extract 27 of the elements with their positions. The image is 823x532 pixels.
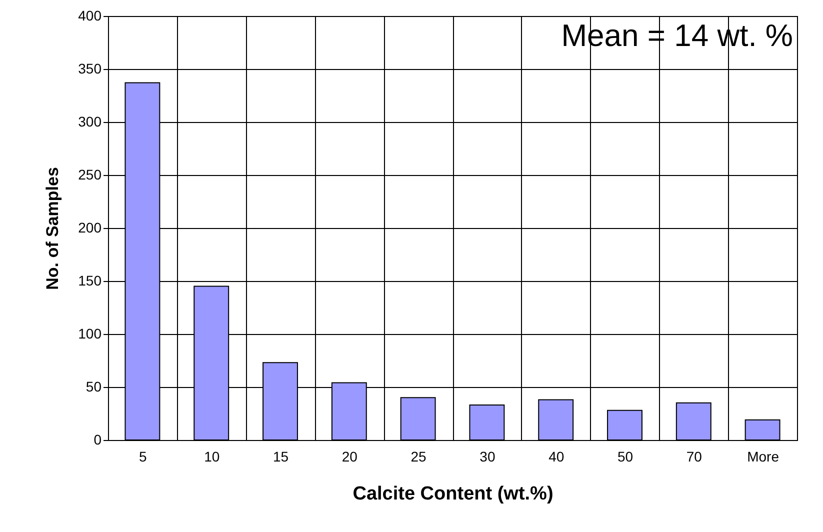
x-tick-label: 40 <box>548 448 564 464</box>
y-tick-label: 0 <box>94 432 102 448</box>
y-tick-label: 350 <box>78 60 102 76</box>
bar <box>676 402 712 440</box>
x-tick-label: 30 <box>480 448 496 464</box>
y-tick-label: 150 <box>78 272 102 288</box>
x-tick-label: 20 <box>342 448 358 464</box>
y-tick-label: 250 <box>78 166 102 182</box>
bar <box>607 410 642 440</box>
bar <box>538 399 574 440</box>
x-tick-label: 10 <box>204 448 220 464</box>
x-tick-label: 50 <box>617 448 634 464</box>
y-tick-label: 200 <box>78 220 102 236</box>
bar <box>744 419 780 440</box>
y-tick-label: 300 <box>78 114 102 130</box>
x-tick-label: 5 <box>139 448 148 464</box>
bar <box>400 397 436 440</box>
bar <box>469 404 505 440</box>
x-tick-label: 15 <box>272 448 289 464</box>
y-tick-label: 50 <box>86 378 102 394</box>
x-axis-title: Calcite Content (wt.%) <box>352 484 554 504</box>
x-tick-label: More <box>747 448 780 464</box>
x-tick-label: 70 <box>686 448 702 464</box>
y-tick-label: 400 <box>78 8 102 24</box>
y-axis-title: No. of Samples <box>43 167 62 290</box>
y-tick-label: 100 <box>78 326 102 342</box>
x-tick-label: 25 <box>410 448 427 464</box>
